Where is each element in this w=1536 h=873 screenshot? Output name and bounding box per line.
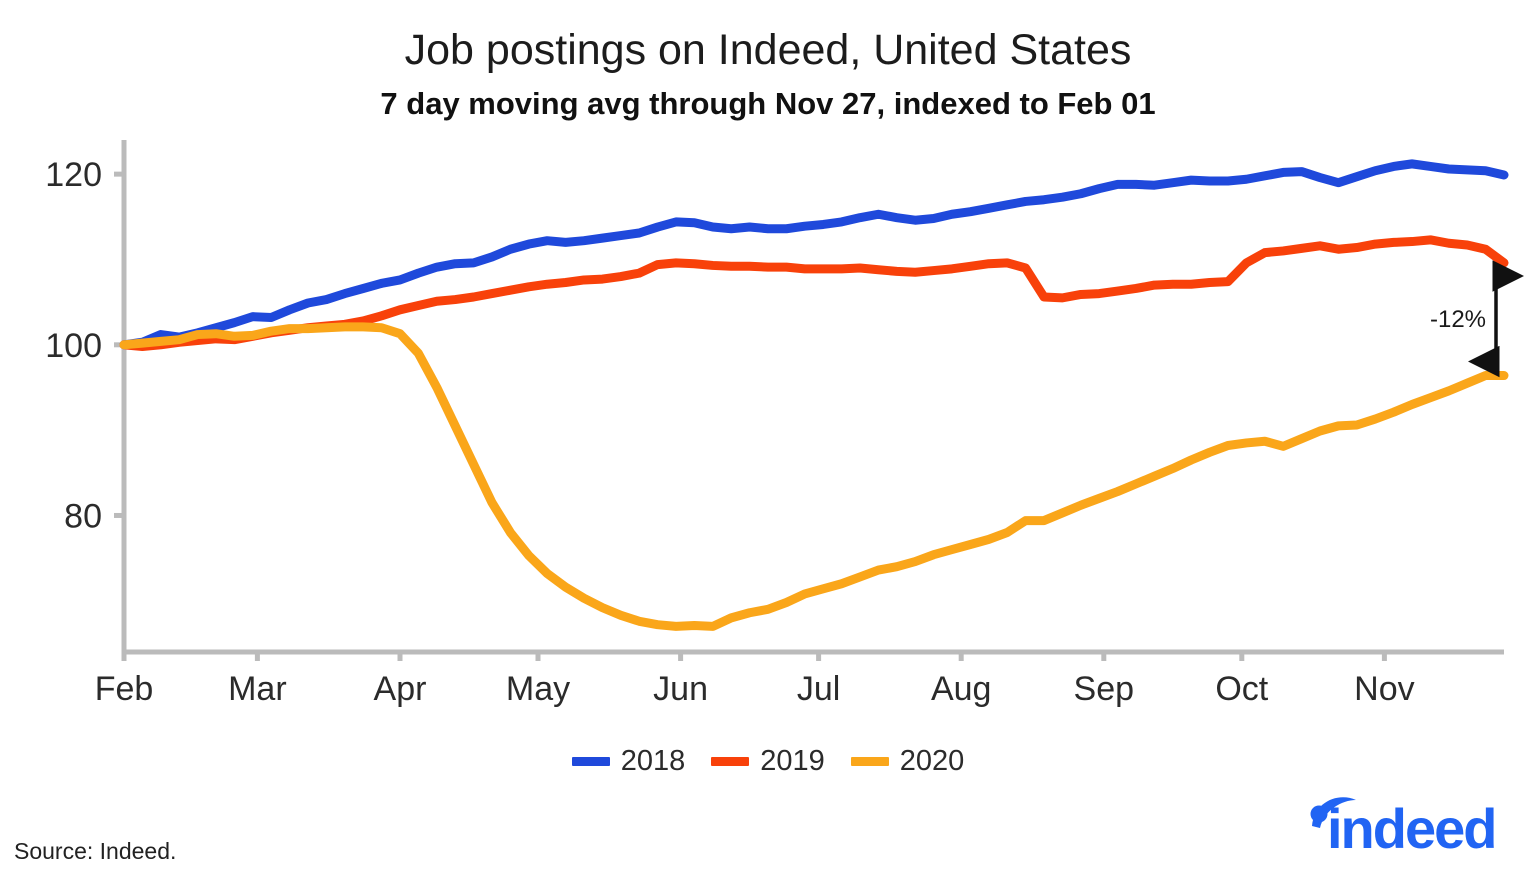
legend-item-2019[interactable]: 2019 — [711, 745, 825, 778]
legend-swatch-2019 — [711, 757, 750, 766]
x-tick-label-jul: Jul — [797, 670, 840, 708]
x-tick-label-oct: Oct — [1215, 670, 1268, 708]
source-note: Source: Indeed. — [14, 838, 177, 864]
y-tick-label-100: 100 — [45, 327, 102, 365]
y-axis-ticks: 80 100 120 — [45, 156, 124, 535]
y-tick-label-80: 80 — [64, 497, 102, 535]
x-axis-ticks: Feb Mar Apr May Jun Jul Aug Sep Oct Nov — [95, 652, 1415, 708]
legend-label-2020: 2020 — [899, 745, 965, 777]
legend-label-2018: 2018 — [620, 745, 686, 777]
x-tick-label-apr: Apr — [374, 670, 427, 708]
indeed-logo: indeed — [1310, 797, 1497, 858]
x-tick-label-feb: Feb — [95, 670, 154, 708]
series-line-2020 — [119, 322, 1509, 631]
y-tick-label-120: 120 — [45, 156, 102, 194]
annotation-label: -12% — [1430, 306, 1486, 333]
legend-item-2018[interactable]: 2018 — [571, 745, 686, 778]
data-series-layer — [119, 159, 1509, 631]
chart-subtitle: 7 day moving avg through Nov 27, indexed… — [380, 86, 1156, 121]
legend-label-2019: 2019 — [760, 745, 825, 777]
x-tick-label-may: May — [506, 670, 570, 708]
delta-annotation: -12% — [1430, 260, 1524, 378]
axes — [121, 140, 1504, 655]
series-line-2018 — [119, 159, 1509, 350]
chart-title: Job postings on Indeed, United States — [404, 26, 1132, 74]
svg-text:indeed: indeed — [1327, 797, 1495, 858]
legend-swatch-2018 — [571, 757, 610, 766]
x-tick-label-nov: Nov — [1354, 670, 1414, 708]
legend-swatch-2020 — [850, 757, 889, 766]
x-tick-label-mar: Mar — [228, 670, 287, 708]
x-tick-label-aug: Aug — [931, 670, 992, 708]
x-tick-label-sep: Sep — [1074, 670, 1135, 708]
x-tick-label-jun: Jun — [653, 670, 708, 708]
chart-legend: 2018 2019 2020 — [0, 745, 1536, 778]
legend-item-2020[interactable]: 2020 — [850, 745, 965, 778]
